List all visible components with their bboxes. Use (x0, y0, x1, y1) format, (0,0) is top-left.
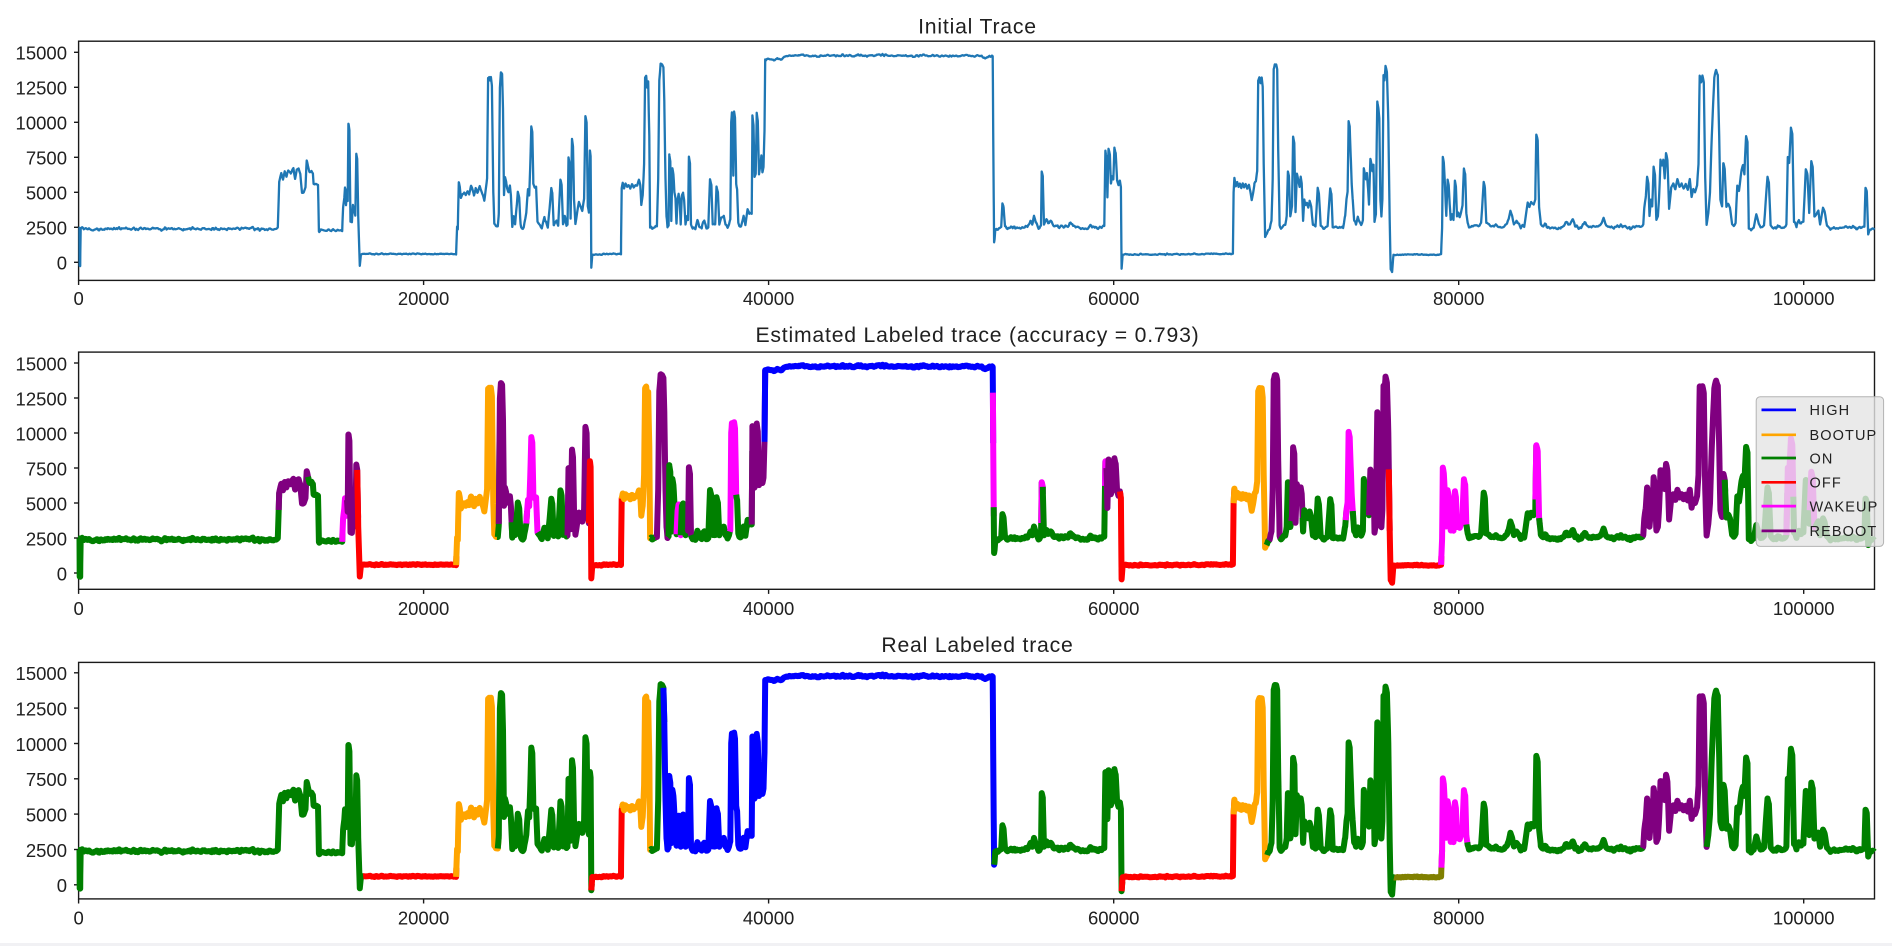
svg-text:12500: 12500 (16, 78, 67, 99)
svg-text:Real Labeled trace: Real Labeled trace (881, 634, 1073, 657)
svg-text:60000: 60000 (1088, 907, 1139, 928)
svg-text:Initial Trace: Initial Trace (918, 15, 1037, 38)
svg-text:10000: 10000 (16, 734, 67, 755)
svg-text:20000: 20000 (398, 288, 449, 309)
svg-text:0: 0 (57, 253, 67, 274)
svg-text:40000: 40000 (743, 288, 794, 309)
svg-text:5000: 5000 (26, 804, 67, 825)
svg-text:0: 0 (73, 598, 83, 619)
svg-text:60000: 60000 (1088, 288, 1139, 309)
svg-text:80000: 80000 (1433, 288, 1484, 309)
svg-text:100000: 100000 (1773, 907, 1835, 928)
svg-text:0: 0 (73, 288, 83, 309)
svg-text:REBOOT: REBOOT (1810, 524, 1878, 540)
svg-text:2500: 2500 (26, 840, 67, 861)
svg-text:HIGH: HIGH (1810, 403, 1851, 419)
svg-text:BOOTUP: BOOTUP (1810, 428, 1878, 444)
svg-text:10000: 10000 (16, 113, 67, 134)
svg-text:100000: 100000 (1773, 288, 1835, 309)
svg-text:5000: 5000 (26, 493, 67, 514)
svg-text:7500: 7500 (26, 458, 67, 479)
svg-text:2500: 2500 (26, 528, 67, 549)
svg-text:7500: 7500 (26, 769, 67, 790)
svg-text:5000: 5000 (26, 183, 67, 204)
svg-text:40000: 40000 (743, 907, 794, 928)
svg-text:WAKEUP: WAKEUP (1810, 499, 1879, 515)
svg-text:12500: 12500 (16, 698, 67, 719)
svg-text:0: 0 (57, 563, 67, 584)
svg-text:12500: 12500 (16, 388, 67, 409)
svg-text:7500: 7500 (26, 148, 67, 169)
svg-text:10000: 10000 (16, 423, 67, 444)
svg-text:80000: 80000 (1433, 907, 1484, 928)
svg-text:15000: 15000 (16, 663, 67, 684)
svg-text:40000: 40000 (743, 598, 794, 619)
svg-text:0: 0 (57, 875, 67, 896)
svg-text:0: 0 (73, 907, 83, 928)
svg-text:80000: 80000 (1433, 598, 1484, 619)
svg-text:15000: 15000 (16, 43, 67, 64)
svg-text:20000: 20000 (398, 907, 449, 928)
svg-text:Estimated Labeled trace (accur: Estimated Labeled trace (accuracy = 0.79… (755, 324, 1199, 347)
svg-text:OFF: OFF (1810, 476, 1842, 492)
svg-text:20000: 20000 (398, 598, 449, 619)
svg-text:ON: ON (1810, 451, 1834, 467)
svg-text:2500: 2500 (26, 218, 67, 239)
svg-text:15000: 15000 (16, 353, 67, 374)
svg-text:60000: 60000 (1088, 598, 1139, 619)
svg-text:100000: 100000 (1773, 598, 1835, 619)
